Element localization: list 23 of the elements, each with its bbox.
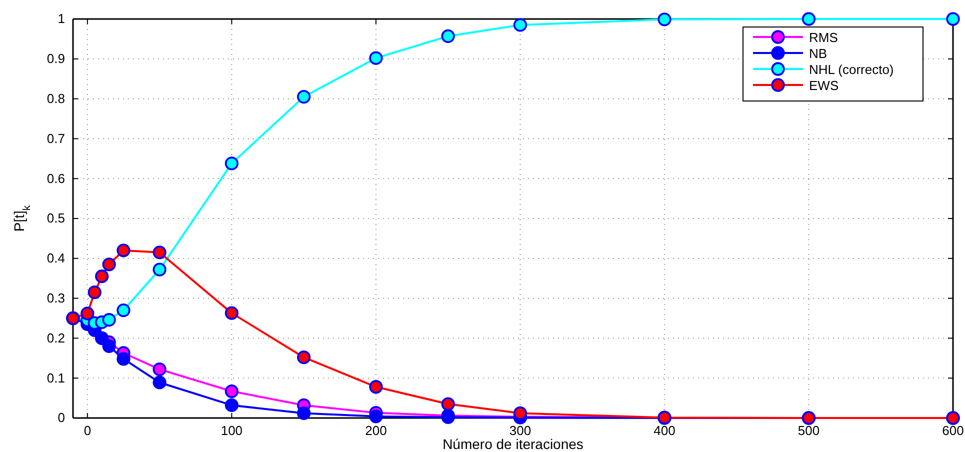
x-tick-label: 400 xyxy=(654,423,676,438)
x-axis-title: Número de iteraciones xyxy=(442,436,584,452)
x-tick-label: 100 xyxy=(220,423,243,438)
legend-label: RMS xyxy=(809,30,838,45)
x-tick-label: 200 xyxy=(365,423,387,438)
y-tick-label: 1 xyxy=(58,11,65,26)
y-tick-label: 0.9 xyxy=(46,51,65,66)
y-tick-label: 0.2 xyxy=(46,330,65,346)
y-tick-label: 0.5 xyxy=(46,210,65,226)
x-tick-label: 600 xyxy=(942,423,964,438)
legend-label: NB xyxy=(809,46,828,61)
y-tick-label: 0.4 xyxy=(46,250,65,266)
y-tick-label: 0.7 xyxy=(46,130,65,146)
legend-label: EWS xyxy=(809,78,839,93)
y-tick-label: 0.6 xyxy=(46,170,65,186)
x-tick-label: 300 xyxy=(509,423,532,438)
legend-label: NHL (correcto) xyxy=(809,62,894,77)
x-tick-label: 0 xyxy=(84,423,92,438)
y-tick-label: 0.3 xyxy=(46,290,65,306)
y-tick-label: 0.8 xyxy=(46,90,65,106)
y-tick-label: 0.1 xyxy=(46,370,65,386)
x-tick-label: 500 xyxy=(798,423,820,438)
y-tick-label: 0 xyxy=(58,410,65,426)
